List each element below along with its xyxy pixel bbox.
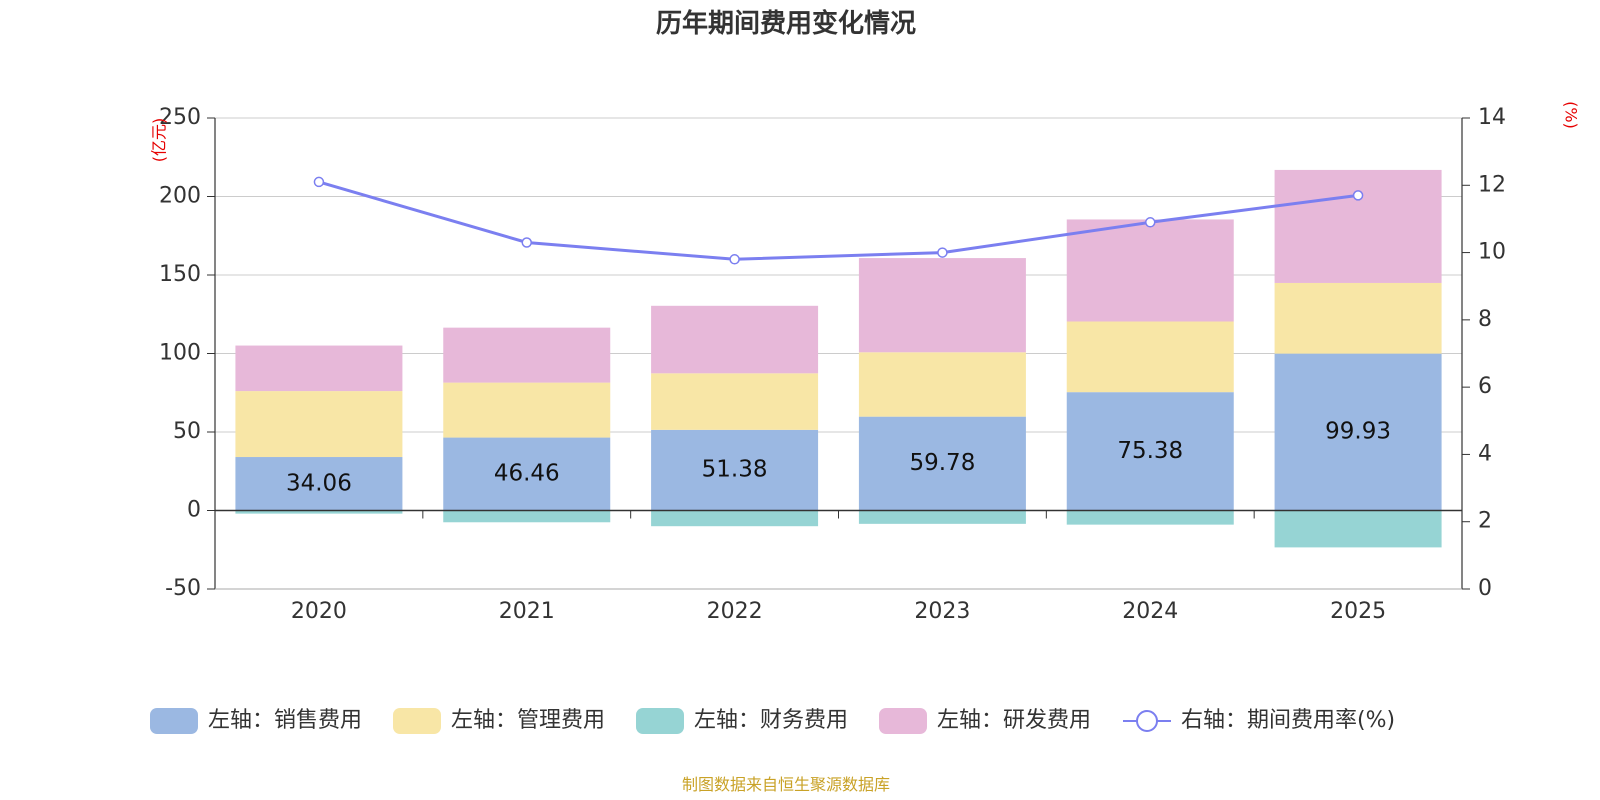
bar-sales (858, 416, 1026, 511)
rate-point (729, 254, 740, 265)
rate-point (313, 176, 325, 188)
bar-finance (651, 510, 819, 527)
footer-source: 制图数据来自恒生聚源数据库 (682, 775, 890, 794)
bar-finance (443, 510, 611, 523)
bar-finance (858, 510, 1026, 524)
bar-rd (235, 345, 403, 392)
right-tick-label: 12 (1478, 172, 1506, 197)
bar-sales (235, 457, 403, 511)
bar-rd (651, 305, 819, 374)
bar-admin (1066, 321, 1234, 393)
rate-point (521, 237, 532, 248)
legend-label-sales: 左轴：销售费用 (208, 708, 362, 733)
left-tick-label: 50 (173, 419, 201, 444)
bar-admin (651, 373, 819, 430)
rate-point (1352, 190, 1364, 201)
bar-finance (235, 510, 403, 514)
bar-rd (1274, 169, 1442, 283)
legend: 左轴：销售费用 左轴：管理费用 左轴：财务费用 左轴：研发费用 右轴：期间费用率(%) (150, 708, 1395, 734)
bars (235, 169, 1442, 548)
left-tick-label: 200 (159, 184, 201, 209)
bar-finance (1274, 510, 1442, 548)
legend-label-finance: 左轴：财务费用 (694, 708, 848, 733)
left-tick-label: 250 (159, 105, 201, 130)
chart-title: 历年期间费用变化情况 (656, 8, 916, 39)
left-axis-unit: (亿元) (150, 118, 169, 163)
left-tick-label: 150 (159, 262, 201, 287)
legend-label-rate: 右轴：期间费用率(%) (1181, 708, 1395, 733)
bar-sales (443, 437, 611, 511)
bar-sales (1066, 392, 1234, 511)
bar-sales (1274, 353, 1442, 511)
legend-marker-sales (150, 708, 198, 734)
right-axis-unit: (%) (1562, 101, 1581, 129)
axes: -50 0 50 100 150 200 250 0 2 4 6 8 10 12 14 2020 2021 202… (159, 105, 1506, 624)
bar-admin (858, 352, 1026, 417)
right-tick-label: 0 (1478, 576, 1492, 601)
data-labels: 34.06 46.46 51.38 59.78 75.38 99.93 (286, 419, 1391, 497)
bar-rd (443, 327, 611, 383)
data-label-sales: 75.38 (1117, 438, 1183, 464)
legend-marker-admin (393, 708, 441, 734)
legend-marker-rate-dot (1136, 710, 1158, 732)
x-tick-label: 2025 (1330, 599, 1386, 624)
bar-finance (1066, 510, 1234, 525)
right-tick-label: 10 (1478, 240, 1506, 265)
bar-admin (443, 382, 611, 438)
right-tick-label: 2 (1478, 509, 1492, 534)
x-tick-label: 2024 (1122, 599, 1178, 624)
data-label-sales: 34.06 (286, 470, 352, 496)
rate-line-path (318, 180, 1359, 261)
legend-marker-rd (879, 708, 927, 734)
data-label-sales: 99.93 (1325, 419, 1391, 445)
legend-label-rd: 左轴：研发费用 (937, 708, 1091, 733)
bar-rd (858, 258, 1026, 353)
left-tick-label: 0 (187, 498, 201, 523)
x-tick-label: 2022 (707, 599, 763, 624)
data-label-sales: 46.46 (494, 461, 560, 487)
data-label-sales: 59.78 (909, 450, 975, 476)
right-tick-label: 8 (1478, 307, 1492, 332)
right-tick-label: 14 (1478, 105, 1506, 130)
bar-admin (1274, 282, 1442, 354)
bar-admin (235, 391, 403, 458)
right-tick-label: 4 (1478, 441, 1492, 466)
left-tick-label: -50 (165, 576, 201, 601)
x-tick-label: 2021 (499, 599, 555, 624)
bar-rd (1066, 219, 1234, 322)
left-tick-label: 100 (159, 341, 201, 366)
data-label-sales: 51.38 (702, 457, 768, 483)
rate-point (937, 247, 948, 258)
x-tick-label: 2020 (291, 599, 347, 624)
bar-sales (651, 429, 819, 511)
rate-line (313, 176, 1364, 265)
legend-label-admin: 左轴：管理费用 (451, 708, 605, 733)
right-tick-label: 6 (1478, 374, 1492, 399)
x-tick-label: 2023 (914, 599, 970, 624)
legend-marker-finance (636, 708, 684, 734)
rate-point (1145, 217, 1156, 228)
